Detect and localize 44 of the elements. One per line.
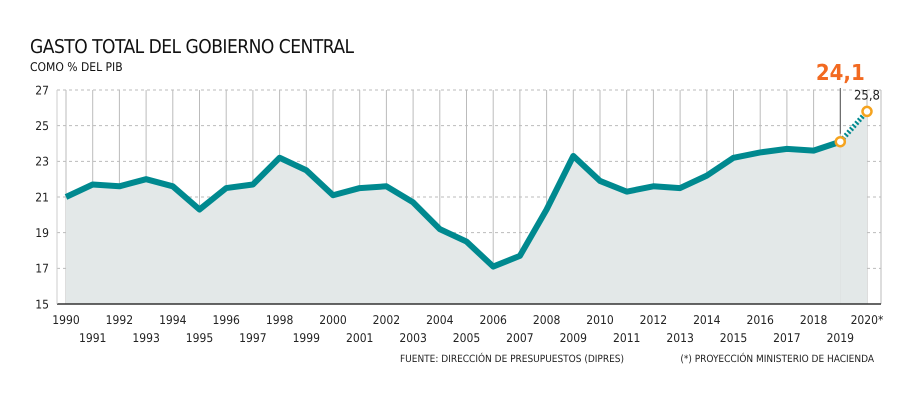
x-tick-label: 1999	[292, 331, 320, 345]
x-tick-label: 2017	[773, 331, 801, 345]
x-tick-label: 2012	[640, 313, 668, 327]
y-tick-label: 27	[35, 83, 49, 98]
x-tick-label: 2019	[826, 331, 854, 345]
y-tick-label: 23	[35, 154, 49, 169]
x-tick-label: 2020*	[850, 313, 884, 327]
x-tick-label: 2018	[800, 313, 828, 327]
x-tick-label: 2006	[479, 313, 508, 327]
x-tick-label: 1998	[266, 313, 294, 327]
chart-title: GASTO TOTAL DEL GOBIERNO CENTRAL	[30, 36, 354, 58]
y-tick-label: 25	[35, 118, 49, 133]
x-tick-label: 2003	[399, 331, 427, 345]
x-tick-label: 2000	[319, 313, 347, 327]
x-tick-label: 2001	[346, 331, 374, 345]
y-tick-label: 15	[35, 297, 49, 312]
x-tick-label: 2013	[666, 331, 694, 345]
x-tick-label: 2015	[720, 331, 748, 345]
x-tick-label: 2002	[372, 313, 400, 327]
data-label: 25,8	[854, 88, 880, 104]
x-tick-label: 1994	[159, 313, 187, 327]
y-tick-label: 21	[35, 190, 49, 204]
x-tick-label: 1993	[132, 331, 160, 345]
x-tick-label: 2016	[746, 313, 774, 327]
x-tick-label: 1991	[78, 331, 106, 345]
x-tick-label: 2008	[532, 313, 560, 327]
x-tick-label: 1990	[52, 313, 80, 327]
x-tick-label: 2005	[452, 331, 480, 345]
x-tick-label: 2011	[612, 331, 640, 345]
chart-subtitle: COMO % DEL PIB	[30, 60, 123, 74]
x-tick-label: 2014	[693, 313, 721, 327]
x-tick-label: 2007	[506, 331, 534, 345]
y-tick-label: 17	[35, 262, 49, 276]
x-tick-label: 1995	[186, 331, 214, 345]
x-tick-label: 2010	[586, 313, 614, 327]
y-tick-label: 19	[35, 226, 50, 240]
data-label: 24,1	[816, 61, 865, 86]
x-tick-label: 1997	[239, 331, 267, 345]
text: (*) PROYECCIÓN MINISTERIO DE HACIENDA	[680, 354, 874, 365]
x-tick-label: 2009	[560, 331, 588, 345]
x-tick-label: 2004	[426, 313, 454, 327]
x-tick-label: 1992	[106, 313, 134, 327]
source-note: FUENTE: DIRECCIÓN DE PRESUPUESTOS (DIPRES)	[400, 354, 624, 365]
x-tick-label: 1996	[212, 313, 240, 327]
